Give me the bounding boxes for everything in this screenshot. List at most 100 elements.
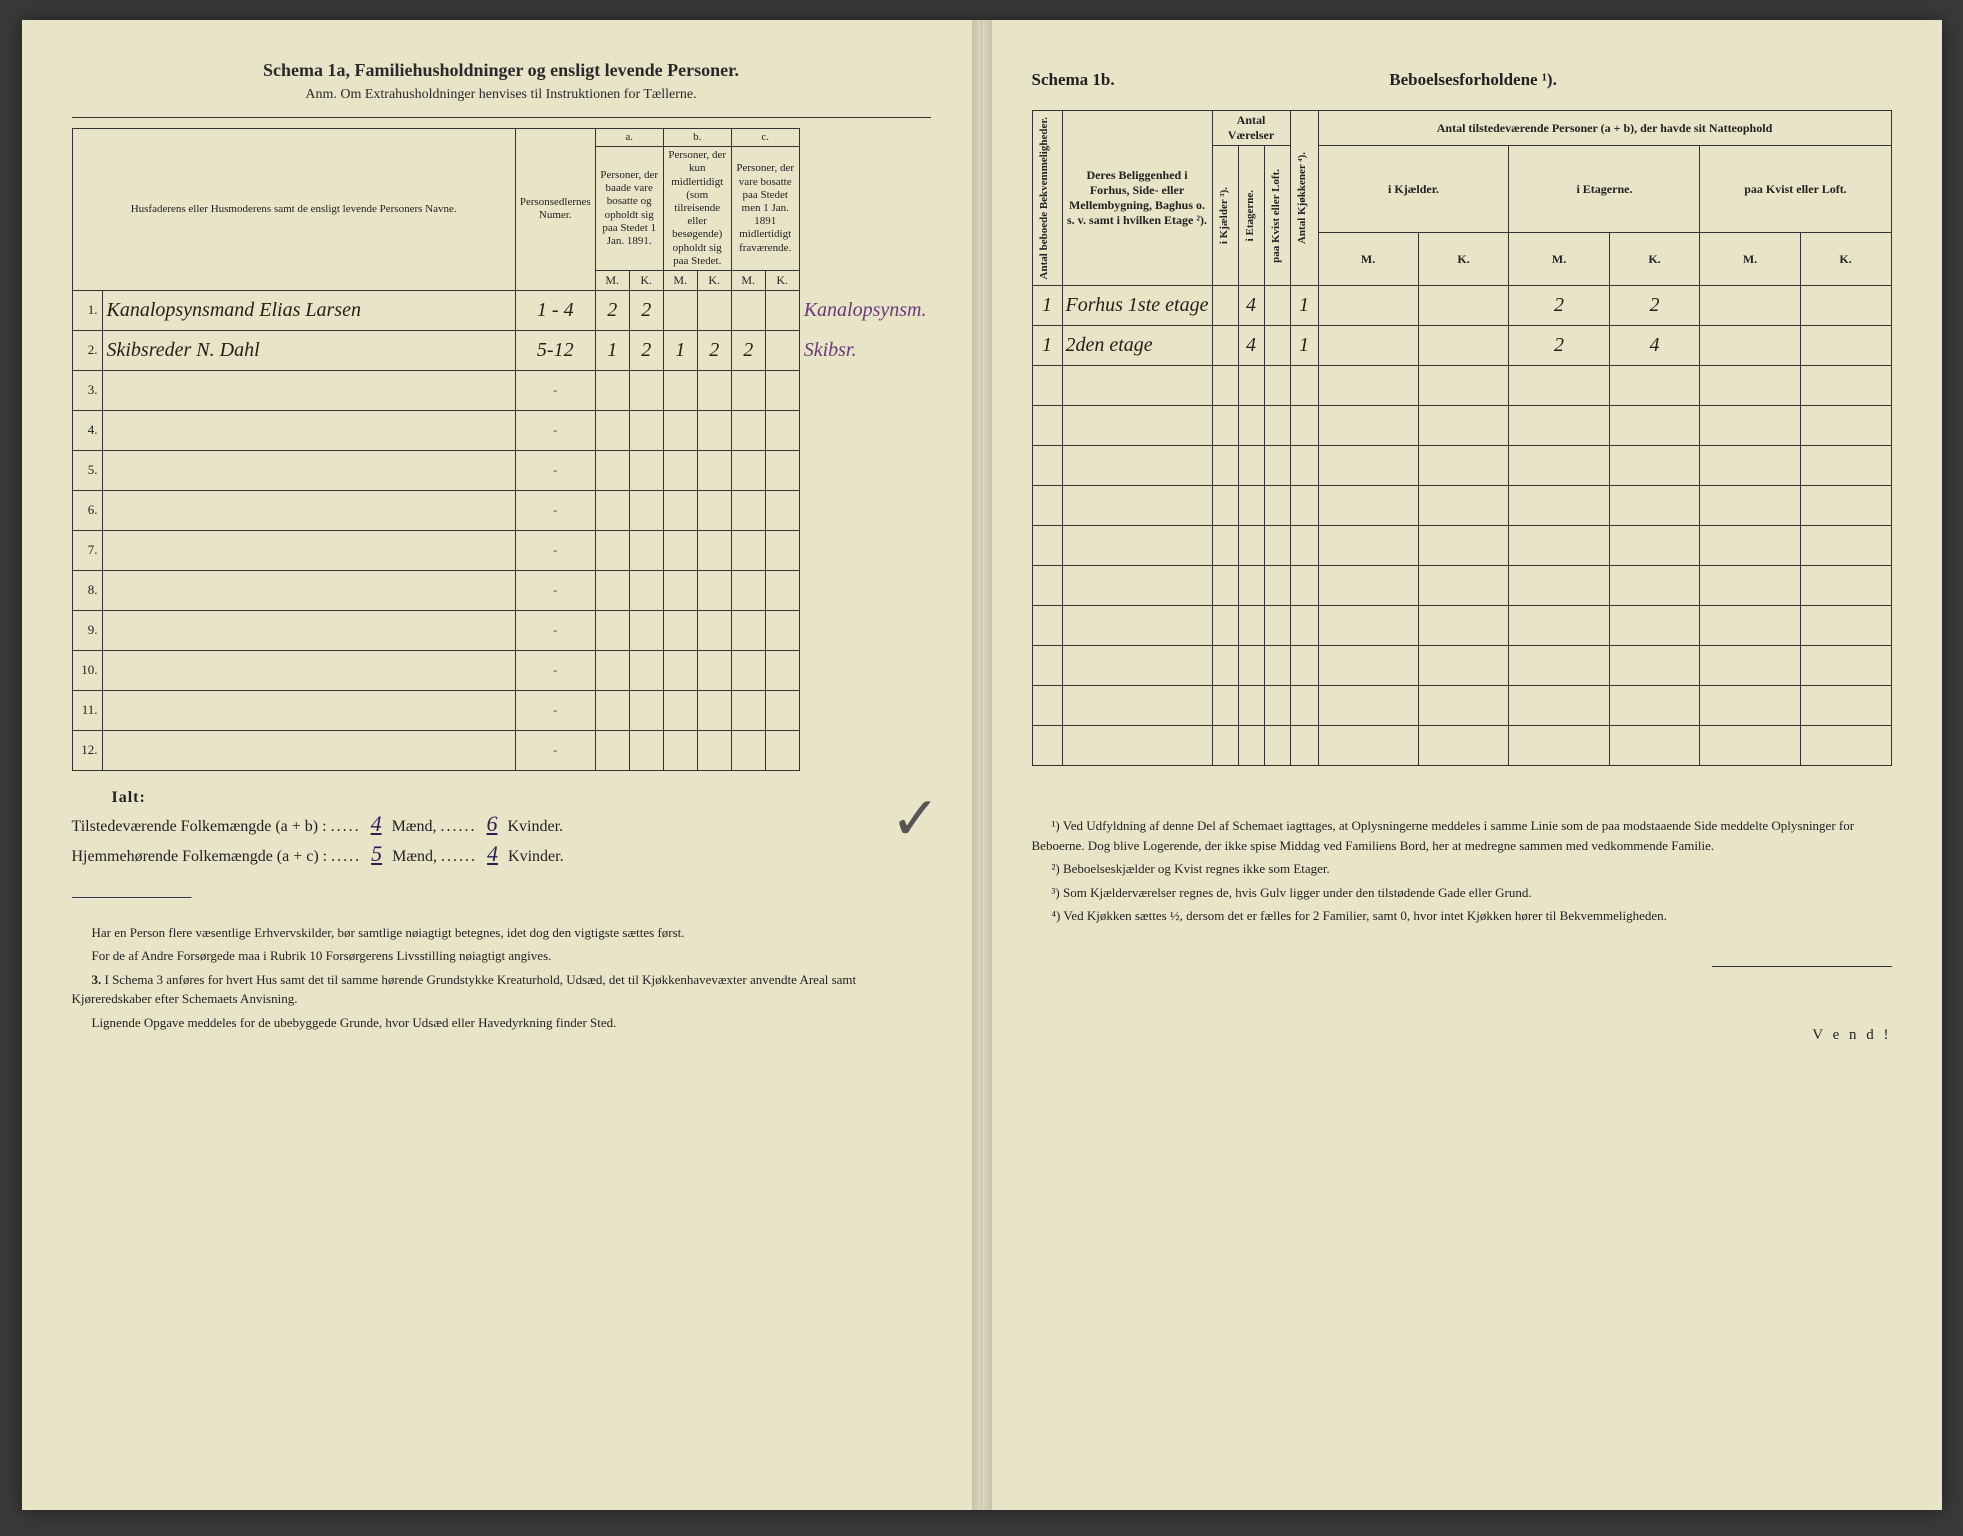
row-pnum: - xyxy=(515,530,595,570)
row-km xyxy=(1318,686,1418,726)
row-pnum: 5-12 xyxy=(515,330,595,370)
row-name: Kanalopsynsmand Elias Larsen xyxy=(102,290,515,330)
row-km xyxy=(1318,726,1418,766)
row-margin xyxy=(799,570,930,610)
row-lm xyxy=(1700,606,1800,646)
row-ck xyxy=(765,490,799,530)
row-kj xyxy=(1212,646,1238,686)
row-kv xyxy=(1264,726,1290,766)
kK: K. xyxy=(1418,233,1509,286)
row-et xyxy=(1238,366,1264,406)
row-cm xyxy=(731,530,765,570)
row-km xyxy=(1318,566,1418,606)
document-spread: Schema 1a, Familiehusholdninger og ensli… xyxy=(22,20,1942,1510)
row-lk xyxy=(1800,406,1891,446)
row-et xyxy=(1238,606,1264,646)
row-lm xyxy=(1700,646,1800,686)
row-pnum: 1 - 4 xyxy=(515,290,595,330)
table-row xyxy=(1032,366,1891,406)
row-ak: 2 xyxy=(629,330,663,370)
row-ak xyxy=(629,410,663,450)
row-bm xyxy=(663,690,697,730)
row-kv xyxy=(1264,366,1290,406)
row-bm xyxy=(663,730,697,770)
row-kjok xyxy=(1290,726,1318,766)
row-am xyxy=(595,370,629,410)
row-lk xyxy=(1800,446,1891,486)
col-b-m: M. xyxy=(663,270,697,290)
col-v-kjael: i Kjælder ³). xyxy=(1216,183,1232,248)
row-kv xyxy=(1264,486,1290,526)
row-lm xyxy=(1700,366,1800,406)
line1-m: 4 xyxy=(365,811,388,836)
row-name xyxy=(102,690,515,730)
footnote-p1: Har en Person flere væsentlige Erhvervsk… xyxy=(72,923,931,943)
row-ck xyxy=(765,650,799,690)
col-v-kvist: paa Kvist eller Loft. xyxy=(1268,165,1284,267)
row-et xyxy=(1238,526,1264,566)
row-name xyxy=(102,410,515,450)
table-row: 5.- xyxy=(72,450,931,490)
row-loc xyxy=(1062,686,1212,726)
row-km xyxy=(1318,286,1418,326)
row-bk xyxy=(697,530,731,570)
row-et xyxy=(1238,446,1264,486)
row-pnum: - xyxy=(515,410,595,450)
kvinder-2: Kvinder. xyxy=(508,848,564,865)
footnote-r1: ¹) Ved Udfyldning af denne Del af Schema… xyxy=(1032,816,1892,855)
row-ak xyxy=(629,610,663,650)
row-bk xyxy=(697,450,731,490)
row-loc xyxy=(1062,606,1212,646)
row-pnum: - xyxy=(515,690,595,730)
col-a-label: a. xyxy=(595,129,663,147)
row-bekv xyxy=(1032,486,1062,526)
row-loc xyxy=(1062,486,1212,526)
right-page: Schema 1b. Beboelsesforholdene ¹). Antal… xyxy=(982,20,1942,1510)
row-ak xyxy=(629,650,663,690)
row-cm xyxy=(731,490,765,530)
row-cm xyxy=(731,690,765,730)
row-em xyxy=(1509,686,1609,726)
row-et xyxy=(1238,646,1264,686)
row-ek xyxy=(1609,566,1700,606)
row-ck xyxy=(765,730,799,770)
row-bm xyxy=(663,570,697,610)
col-p-kjael: i Kjælder. xyxy=(1318,146,1509,233)
row-et xyxy=(1238,726,1264,766)
row-am xyxy=(595,410,629,450)
row-kk xyxy=(1418,686,1509,726)
row-bk xyxy=(697,490,731,530)
row-lk xyxy=(1800,566,1891,606)
row-lk xyxy=(1800,526,1891,566)
row-lm xyxy=(1700,286,1800,326)
row-kv xyxy=(1264,286,1290,326)
row-kk xyxy=(1418,566,1509,606)
row-km xyxy=(1318,486,1418,526)
row-bk xyxy=(697,610,731,650)
table-row xyxy=(1032,686,1891,726)
row-lm xyxy=(1700,526,1800,566)
row-kv xyxy=(1264,686,1290,726)
row-em xyxy=(1509,526,1609,566)
schema-1a-subtitle: Anm. Om Extrahusholdninger henvises til … xyxy=(72,87,931,103)
short-rule xyxy=(72,897,192,899)
row-ak xyxy=(629,730,663,770)
col-c-label: c. xyxy=(731,129,799,147)
row-am xyxy=(595,570,629,610)
row-kj xyxy=(1212,686,1238,726)
row-bk: 2 xyxy=(697,330,731,370)
row-kjok: 1 xyxy=(1290,286,1318,326)
row-ak xyxy=(629,370,663,410)
table-row: 6.- xyxy=(72,490,931,530)
row-ak: 2 xyxy=(629,290,663,330)
row-num: 11. xyxy=(72,690,102,730)
margin-col xyxy=(799,129,930,291)
row-ek xyxy=(1609,646,1700,686)
footnote-r2: ²) Beboelseskjælder og Kvist regnes ikke… xyxy=(1032,859,1892,879)
row-lm xyxy=(1700,406,1800,446)
row-lm xyxy=(1700,326,1800,366)
lK: K. xyxy=(1800,233,1891,286)
row-cm xyxy=(731,570,765,610)
row-kj xyxy=(1212,526,1238,566)
row-loc xyxy=(1062,366,1212,406)
